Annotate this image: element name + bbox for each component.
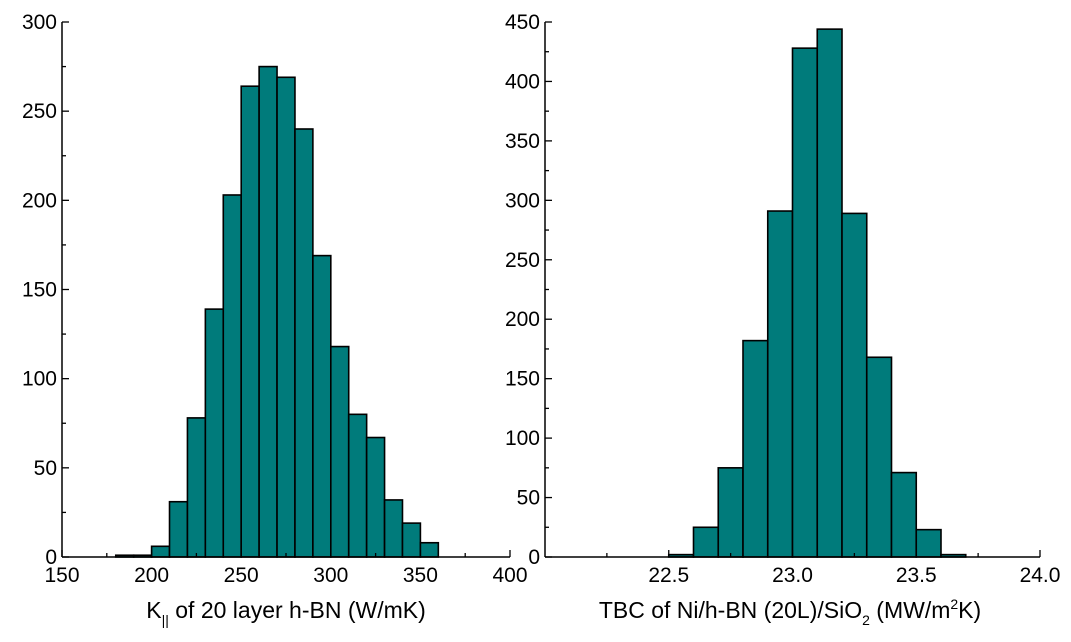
- x-tick-label: 23.0: [772, 564, 813, 587]
- y-tick-label: 300: [22, 11, 57, 34]
- x-tick-label: 300: [313, 564, 348, 587]
- panel-thermal-conductivity: 0 50 100 150 200 250 300 150 200 250 300 350 400 K|| …: [22, 11, 528, 628]
- y-tick-label: 200: [22, 189, 57, 212]
- x-tick-label: 400: [492, 564, 527, 587]
- histogram-bar: [150, 545, 171, 558]
- histogram-bar: [383, 499, 404, 558]
- histogram-bar: [717, 467, 744, 558]
- histogram-bar: [890, 471, 918, 558]
- panel-thermal-boundary-conductance: 0 50 100 150 200 250 300 350 400 450 22.5 23.0 23.5 2…: [505, 11, 1060, 628]
- histogram-bar: [222, 194, 242, 558]
- histogram-bar: [766, 210, 794, 558]
- x-tick-label: 24.0: [1020, 564, 1061, 587]
- y-tick-label: 50: [517, 487, 540, 510]
- y-tick-label: 100: [22, 368, 57, 391]
- y-tick-label: 100: [505, 427, 540, 450]
- x-tick-label: 250: [224, 564, 259, 587]
- histogram-bar: [312, 254, 332, 558]
- y-tick-label: 300: [505, 189, 540, 212]
- histogram-bar: [240, 85, 260, 558]
- histogram-bar: [915, 528, 942, 558]
- y-tick-label: 0: [528, 546, 540, 569]
- histogram-bar: [168, 500, 189, 558]
- y-tick-label: 150: [505, 368, 540, 391]
- y-tick-label: 200: [505, 308, 540, 331]
- histogram-bar: [294, 128, 314, 558]
- x-tick-label: 200: [134, 564, 169, 587]
- histogram-bar: [329, 345, 350, 558]
- y-tick-label: 450: [505, 11, 540, 34]
- x-tick-label: 350: [403, 564, 438, 587]
- x-axis-title: TBC of Ni/h-BN (20L)/SiO2 (MW/m2K): [599, 596, 981, 628]
- histogram-bar: [791, 47, 819, 558]
- histogram-bar: [865, 356, 893, 558]
- y-tick-label: 350: [505, 130, 540, 153]
- x-tick-label: 23.5: [896, 564, 937, 587]
- y-tick-label: 50: [34, 457, 57, 480]
- histogram-bar: [276, 76, 296, 558]
- histogram-bar: [365, 436, 386, 558]
- histogram-bar: [841, 212, 868, 558]
- y-tick-label: 250: [22, 100, 57, 123]
- y-tick-label: 250: [505, 249, 540, 272]
- y-tick-label: 150: [22, 279, 57, 302]
- y-tick-label: 0: [45, 546, 57, 569]
- histogram-bar: [347, 413, 368, 558]
- x-tick-label: 22.5: [648, 564, 689, 587]
- y-tick-label: 400: [505, 70, 540, 93]
- histogram-bar: [419, 541, 440, 558]
- histogram-bar: [186, 417, 207, 558]
- histogram-bar: [401, 522, 422, 558]
- histogram-bar: [692, 526, 720, 558]
- histogram-bar: [258, 65, 278, 558]
- histogram-bar: [742, 339, 769, 558]
- histogram-bar: [816, 28, 843, 558]
- x-axis-title: K|| of 20 layer h-BN (W/mK): [146, 597, 426, 628]
- x-tick-label: 150: [44, 564, 79, 587]
- histogram-bar: [204, 308, 225, 558]
